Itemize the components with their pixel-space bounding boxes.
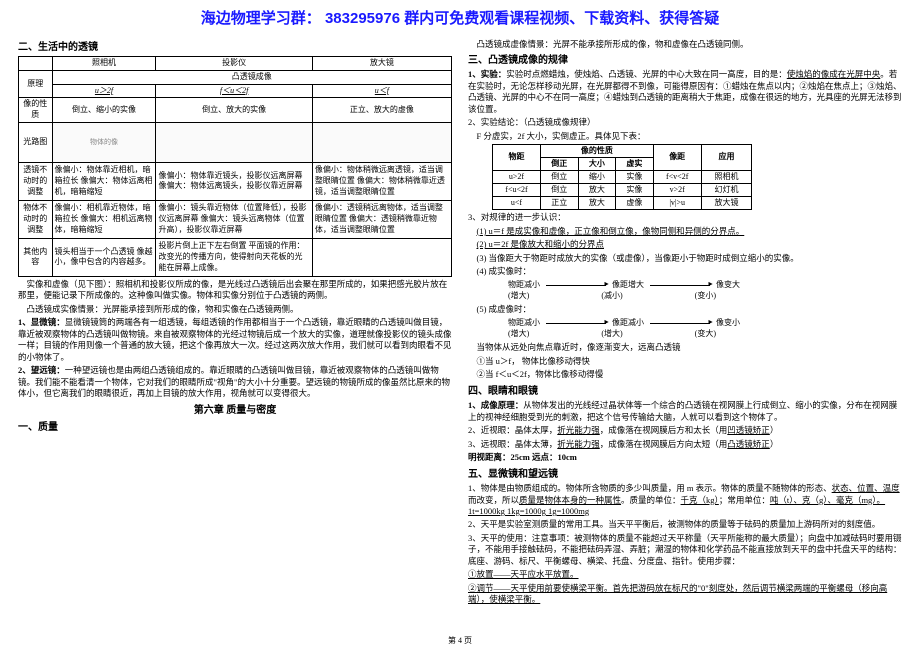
diagram: 物体的像 bbox=[52, 122, 156, 162]
paragraph: 1、实验：实验时点燃蜡烛，使烛焰、凸透镜、光屏的中心大致在同一高度，目的是：使烛… bbox=[468, 69, 902, 115]
paragraph: 凸透镜成实像情景：光屏能承接到所形成的像，物和实像在凸透镜两侧。 bbox=[18, 304, 452, 315]
cell: 放大 bbox=[578, 184, 616, 197]
diagram bbox=[312, 122, 451, 162]
paragraph: (4) 成实像时： bbox=[468, 266, 902, 277]
cell: 像偏小：物体靠近镜头，投影仪远离屏幕 像偏大：物体远离镜头，投影仪靠近屏幕 bbox=[156, 162, 312, 200]
arrow-diagram: (增大) (减小) (变小) bbox=[508, 291, 902, 302]
paragraph: ①放置——天平应水平放置。 bbox=[468, 569, 902, 580]
paragraph: 1、物体是由物质组成的。物体所含物质的多少叫质量，用 m 表示。物体的质量不随物… bbox=[468, 483, 902, 517]
section-heading: 二、生活中的透镜 bbox=[18, 41, 452, 55]
cell: 原理 bbox=[19, 70, 53, 98]
cell: 缩小 bbox=[578, 171, 616, 184]
paragraph: 1、显微镜：显微镜镜筒的两端各有一组透镜，每组透镜的作用都相当于一个凸透镜，靠近… bbox=[18, 317, 452, 363]
cell: f＜u＜2f bbox=[156, 84, 312, 98]
section-heading: 三、凸透镜成像的规律 bbox=[468, 54, 902, 68]
cell: 物距 bbox=[493, 145, 541, 171]
paragraph: 2、实验结论：（凸透镜成像规律） bbox=[468, 117, 902, 128]
paragraph: ②当 f＜u＜2f，物体比像移动得慢 bbox=[468, 369, 902, 380]
cell: 虚像 bbox=[616, 197, 654, 210]
cell: 正立、放大的虚像 bbox=[312, 98, 451, 123]
cell: 幻灯机 bbox=[701, 184, 752, 197]
lens-table: 照相机 投影仪 放大镜 原理 凸透镜成像 u＞2f f＜u＜2f u＜f 像的性… bbox=[18, 56, 452, 277]
page-number: 第 4 页 bbox=[0, 635, 920, 647]
cell: 倒立、缩小的实像 bbox=[52, 98, 156, 123]
cell: 其他内容 bbox=[19, 238, 53, 276]
cell: 像偏小：相机靠近物体，暗箱拉长 像偏大：相机远离物体，暗箱缩短 bbox=[52, 200, 156, 238]
rules-table: 物距 像的性质 像距 应用 倒正 大小 虚实 u>2f 倒立 缩小 实像 f<v… bbox=[492, 144, 752, 210]
paragraph: 明视距离：25cm 远点：10cm bbox=[468, 452, 902, 463]
cell: 倒正 bbox=[540, 158, 578, 171]
paragraph: 凸透镜成虚像情景：光屏不能承接所形成的像，物和虚像在凸透镜同侧。 bbox=[468, 39, 902, 50]
cell: |v|>u bbox=[653, 197, 701, 210]
section-heading: 一、质量 bbox=[18, 421, 452, 435]
cell: 像偏小：透镜稍远离物体，适当调整眼睛位置 像偏大：透镜稍微靠近物体，适当调整眼睛… bbox=[312, 200, 451, 238]
cell: 像的性质 bbox=[540, 145, 653, 158]
cell: 像距 bbox=[653, 145, 701, 171]
page-title: 海边物理学习群： 383295976 群内可免费观看课程视频、下载资料、获得答疑 bbox=[0, 8, 920, 31]
cell: 像的性质 bbox=[19, 98, 53, 123]
cell: 投影仪 bbox=[156, 57, 312, 71]
paragraph: (2) u＝2f 是像放大和缩小的分界点 bbox=[468, 239, 902, 250]
cell: 倒立 bbox=[540, 171, 578, 184]
cell: 放大 bbox=[578, 197, 616, 210]
paragraph: (5) 成虚像时： bbox=[468, 304, 902, 315]
paragraph: 3、对规律的进一步认识： bbox=[468, 212, 902, 223]
paragraph: 2、望远镜：一种望远镜也是由两组凸透镜组成的。靠近眼睛的凸透镜叫做目镜，靠近被观… bbox=[18, 365, 452, 399]
cell: f<v<2f bbox=[653, 171, 701, 184]
paragraph: (3) 当像距大于物距时成放大的实像（或虚像），当像距小于物距时成倒立缩小的实像… bbox=[468, 253, 902, 264]
cell: f<u<2f bbox=[493, 184, 541, 197]
paragraph: F 分虚实，2f 大小，实倒虚正。具体见下表： bbox=[468, 131, 902, 142]
paragraph: 当物体从远处向焦点靠近时，像逐渐变大，远离凸透镜 bbox=[468, 342, 902, 353]
section-heading: 四、眼睛和眼镜 bbox=[468, 385, 902, 399]
paragraph: (1) u＝f 是成实像和虚像，正立像和倒立像，像物同侧和异侧的分界点。 bbox=[468, 226, 902, 237]
chapter-title: 第六章 质量与密度 bbox=[18, 404, 452, 418]
cell: u<f bbox=[493, 197, 541, 210]
paragraph: 实像和虚像（见下图）：照相机和投影仪所成的像，是光线过凸透镜后出会聚在那里所成的… bbox=[18, 279, 452, 302]
paragraph: 2、近视眼：晶体太厚，折光能力强，成像落在视网膜后方和太长（用凹透镜矫正） bbox=[468, 425, 902, 436]
cell: v>2f bbox=[653, 184, 701, 197]
cell: 透镜不动时的调整 bbox=[19, 162, 53, 200]
cell: 倒立 bbox=[540, 184, 578, 197]
arrow-diagram: 物距减小 像距减小 像变小 bbox=[508, 318, 902, 329]
paragraph: ②调节——天平使用前要使横梁平衡。首先把游码放在标尺的"0"刻度处，然后调节横梁… bbox=[468, 583, 902, 606]
cell: 放大镜 bbox=[701, 197, 752, 210]
cell: 倒立、放大的实像 bbox=[156, 98, 312, 123]
cell: 镜头相当于一个凸透镜 像越小，像中包含的内容越多。 bbox=[52, 238, 156, 276]
cell: u＜f bbox=[312, 84, 451, 98]
cell: 照相机 bbox=[52, 57, 156, 71]
cell: 放大镜 bbox=[312, 57, 451, 71]
section-heading: 五、显微镜和望远镜 bbox=[468, 468, 902, 482]
arrow-diagram: 物距减小 像距增大 像变大 bbox=[508, 280, 902, 291]
paragraph: 3、远视眼：晶体太薄，折光能力强，成像落在视网膜后方向太短（用凸透镜矫正） bbox=[468, 439, 902, 450]
cell: 像偏小：物体靠近相机，暗箱拉长 像偏大：物体远离相机，暗箱缩短 bbox=[52, 162, 156, 200]
cell: 照相机 bbox=[701, 171, 752, 184]
cell: 正立 bbox=[540, 197, 578, 210]
paragraph: ①当 u＞f， 物体比像移动得快 bbox=[468, 356, 902, 367]
cell: 实像 bbox=[616, 184, 654, 197]
cell: 物体不动时的调整 bbox=[19, 200, 53, 238]
diagram bbox=[156, 122, 312, 162]
arrow-diagram: (增大) (增大) (变大) bbox=[508, 329, 902, 340]
cell: u>2f bbox=[493, 171, 541, 184]
cell: 凸透镜成像 bbox=[52, 70, 451, 84]
paragraph: 3、天平的使用：注意事项：被测物体的质量不能超过天平称量（天平所能称的最大质量）… bbox=[468, 533, 902, 567]
cell: 投影片倒上正下左右倒置 平面镜的作用：改变光的传播方向，使得射向天花板的光能在屏… bbox=[156, 238, 312, 276]
cell bbox=[312, 238, 451, 276]
cell: 像偏小：物体稍微远离透镜，适当调整眼睛位置 像偏大：物体稍微靠近透镜，适当调整眼… bbox=[312, 162, 451, 200]
cell: 大小 bbox=[578, 158, 616, 171]
cell: 应用 bbox=[701, 145, 752, 171]
cell: u＞2f bbox=[52, 84, 156, 98]
cell: 像偏小：镜头靠近物体（位置降低），投影仪远离屏幕 像偏大：镜头远离物体（位置升高… bbox=[156, 200, 312, 238]
cell: 虚实 bbox=[616, 158, 654, 171]
cell bbox=[19, 57, 53, 71]
paragraph: 2、天平是实验室测质量的常用工具。当天平平衡后，被测物体的质量等于砝码的质量加上… bbox=[468, 519, 902, 530]
cell: 实像 bbox=[616, 171, 654, 184]
cell: 光路图 bbox=[19, 122, 53, 162]
paragraph: 1、成像原理：从物体发出的光线经过晶状体等一个综合的凸透镜在视网膜上行成倒立、缩… bbox=[468, 400, 902, 423]
